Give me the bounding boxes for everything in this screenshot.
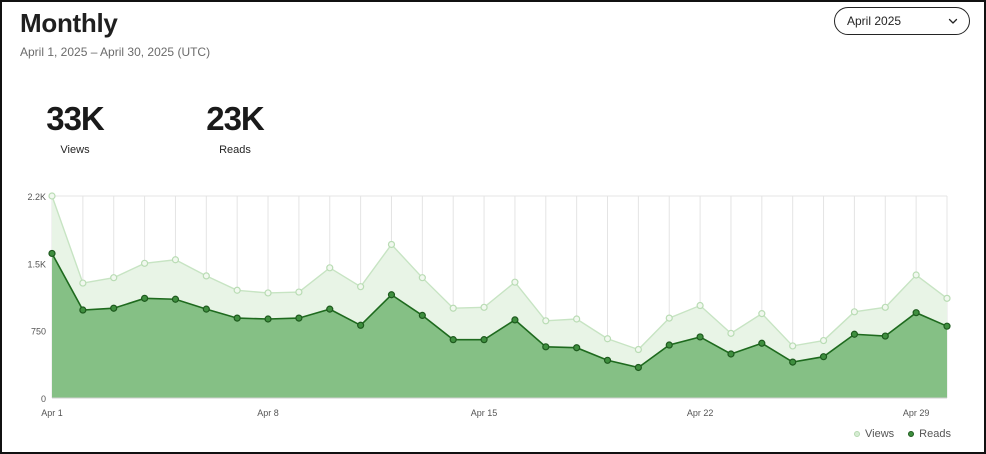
- y-tick-label: 2.2K: [27, 192, 46, 202]
- data-point-reads: [789, 358, 797, 366]
- y-tick-label: 0: [41, 394, 46, 404]
- data-point-reads: [758, 339, 766, 347]
- x-tick-label: Apr 22: [687, 408, 714, 418]
- data-point-views: [233, 286, 241, 294]
- legend-item-reads[interactable]: Reads: [908, 428, 951, 440]
- data-point-views: [665, 314, 673, 322]
- date-range: April 1, 2025 – April 30, 2025 (UTC): [20, 45, 211, 59]
- legend-item-views[interactable]: Views: [854, 428, 894, 440]
- legend-swatch-reads: [908, 431, 915, 437]
- data-point-reads: [634, 363, 642, 372]
- x-tick-label: Apr 1: [41, 408, 63, 418]
- data-point-views: [79, 279, 87, 287]
- data-point-views: [295, 288, 303, 296]
- data-point-reads: [480, 336, 488, 344]
- data-point-reads: [326, 305, 334, 313]
- month-select[interactable]: April 2025: [834, 7, 970, 35]
- data-point-reads: [603, 356, 612, 364]
- data-point-views: [449, 304, 457, 312]
- data-point-reads: [665, 341, 673, 349]
- data-point-reads: [264, 315, 272, 323]
- data-point-views: [603, 335, 612, 343]
- data-point-views: [48, 192, 56, 200]
- series-line-reads: [51, 253, 948, 369]
- data-point-views: [758, 310, 766, 318]
- views-stat-label: Views: [60, 144, 90, 156]
- x-tick-label: Apr 15: [471, 408, 498, 418]
- data-point-reads: [542, 343, 550, 351]
- data-point-views: [357, 283, 365, 291]
- data-point-views: [110, 274, 118, 282]
- y-tick-label: 750: [31, 327, 46, 337]
- data-point-views: [542, 317, 550, 325]
- data-point-views: [912, 271, 920, 279]
- data-point-views: [140, 259, 149, 267]
- series-line-views: [51, 195, 948, 351]
- data-point-views: [634, 345, 642, 354]
- data-point-views: [326, 264, 334, 272]
- series-area-reads: [52, 253, 947, 398]
- data-point-reads: [387, 291, 396, 299]
- data-point-reads: [449, 336, 457, 344]
- reads-stat: 23K Reads: [175, 100, 295, 156]
- views-stat-value: 33K: [46, 100, 105, 137]
- data-point-views: [850, 308, 859, 316]
- data-point-reads: [110, 304, 118, 312]
- data-point-reads: [295, 314, 303, 322]
- data-point-reads: [819, 353, 828, 361]
- data-point-reads: [357, 321, 365, 329]
- data-point-reads: [573, 344, 581, 352]
- data-point-views: [881, 303, 889, 311]
- data-point-reads: [418, 311, 426, 320]
- x-tick-label: Apr 8: [257, 408, 279, 418]
- data-point-reads: [943, 322, 951, 330]
- data-point-views: [418, 274, 426, 282]
- chevron-down-icon: [948, 18, 958, 24]
- page-title: Monthly: [20, 8, 118, 38]
- views-stat: 33K Views: [15, 100, 135, 156]
- data-point-views: [943, 294, 951, 302]
- data-point-reads: [202, 305, 210, 313]
- data-point-views: [480, 303, 488, 311]
- data-point-views: [789, 342, 797, 350]
- legend-label-views: Views: [865, 428, 895, 440]
- data-point-views: [202, 272, 210, 280]
- data-point-reads: [140, 294, 149, 302]
- x-tick-label: Apr 29: [903, 408, 930, 418]
- data-point-reads: [171, 295, 180, 303]
- data-point-reads: [48, 249, 56, 258]
- data-point-reads: [850, 330, 859, 338]
- data-point-views: [573, 315, 581, 323]
- data-point-reads: [727, 350, 735, 358]
- reads-stat-label: Reads: [219, 144, 251, 156]
- data-point-views: [819, 336, 828, 345]
- y-tick-label: 1.5K: [27, 259, 46, 269]
- legend-label-reads: Reads: [919, 428, 951, 440]
- data-point-views: [264, 289, 272, 297]
- chart-legend: Views Reads: [854, 428, 959, 440]
- data-point-views: [171, 256, 180, 264]
- data-point-reads: [912, 309, 920, 317]
- data-point-reads: [881, 332, 889, 340]
- data-point-views: [727, 329, 735, 337]
- legend-swatch-views: [854, 431, 860, 437]
- data-point-views: [387, 240, 396, 249]
- data-point-reads: [511, 316, 519, 324]
- data-point-reads: [79, 306, 87, 314]
- data-point-reads: [233, 314, 241, 322]
- data-point-views: [511, 278, 519, 286]
- data-point-reads: [696, 333, 704, 341]
- data-point-views: [696, 301, 704, 310]
- reads-stat-value: 23K: [206, 100, 265, 137]
- month-select-value: April 2025: [847, 14, 902, 28]
